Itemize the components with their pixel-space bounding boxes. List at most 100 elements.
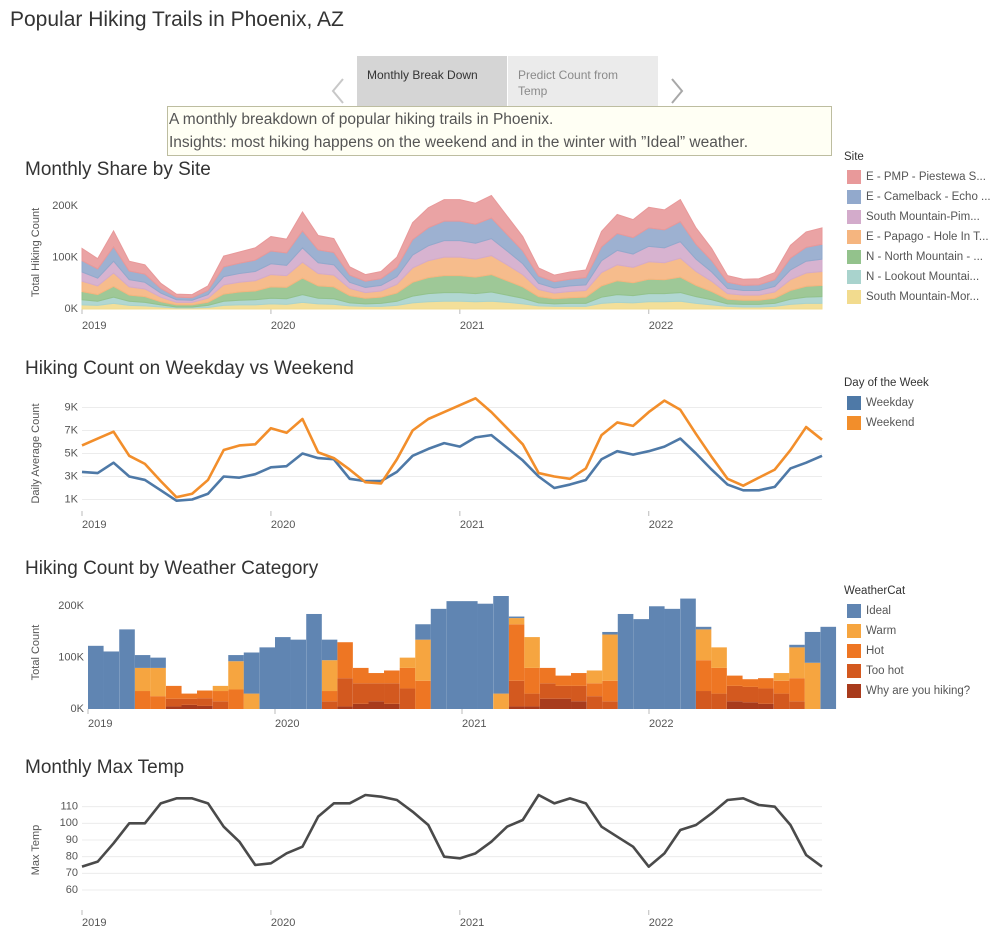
- bar-segment: [758, 703, 774, 709]
- legend-label: Too hot: [866, 665, 905, 677]
- line: [81, 433, 823, 502]
- bar-segment: [586, 670, 603, 684]
- bar-segment: [197, 690, 213, 699]
- chart-title: Hiking Count on Weekday vs Weekend: [25, 358, 354, 379]
- bar-segment: [789, 644, 805, 648]
- bar-segment: [695, 691, 712, 709]
- bar-segment: [228, 655, 244, 662]
- description-line: Insights: most hiking happens on the wee…: [169, 134, 749, 151]
- bar-segment: [726, 701, 743, 709]
- bar-segment: [586, 683, 603, 697]
- bar-segment: [602, 701, 618, 709]
- bar-segment: [88, 645, 104, 709]
- bar-segment: [337, 678, 353, 707]
- legend-swatch: [847, 210, 861, 224]
- chart-title: Hiking Count by Weather Category: [25, 558, 319, 579]
- y-tick-label: 0K: [71, 703, 85, 715]
- x-tick-label: 2021: [460, 320, 484, 332]
- next-arrow[interactable]: [667, 76, 687, 106]
- bar-segment: [742, 679, 759, 687]
- bar-segment: [555, 685, 572, 699]
- legend-label: E - Camelback - Echo ...: [866, 191, 991, 203]
- bar-segment: [243, 652, 260, 694]
- bar-segment: [384, 703, 400, 709]
- bar-segment: [602, 631, 618, 635]
- bar-segment: [524, 667, 540, 694]
- legend-swatch: [847, 396, 861, 410]
- bar-segment: [337, 642, 353, 679]
- bar-segment: [384, 683, 400, 704]
- bar-segment: [352, 667, 369, 684]
- y-tick-label: 90: [66, 834, 78, 846]
- bar-segment: [181, 704, 198, 709]
- bar-segment: [259, 647, 276, 709]
- bar-segment: [649, 606, 665, 709]
- bar-segment: [212, 685, 229, 692]
- bar-segment: [243, 693, 260, 709]
- x-tick-label: 2019: [82, 917, 106, 929]
- bar-segment: [726, 685, 743, 702]
- y-tick-label: 60: [66, 884, 78, 896]
- bar-segment: [539, 667, 556, 684]
- y-axis-label: Daily Average Count: [30, 403, 42, 503]
- y-tick-label: 100: [60, 817, 78, 829]
- description-line: A monthly breakdown of popular hiking tr…: [169, 111, 554, 128]
- bar-segment: [555, 675, 572, 686]
- bar-segment: [493, 693, 509, 709]
- tab-active[interactable]: Monthly Break Down: [357, 56, 507, 106]
- bar-segment: [680, 598, 696, 709]
- x-tick-label: 2021: [462, 718, 486, 730]
- bar-segment: [758, 678, 774, 689]
- y-tick-label: 70: [66, 867, 78, 879]
- bar-segment: [165, 685, 182, 699]
- y-tick-label: 100K: [52, 252, 78, 264]
- bar-segment: [742, 702, 759, 709]
- bar-segment: [711, 693, 727, 709]
- bar-segment: [726, 675, 743, 686]
- bar-segment: [539, 698, 556, 709]
- prev-arrow[interactable]: [328, 76, 348, 106]
- bar-segment: [275, 637, 291, 709]
- bar-segment: [134, 691, 151, 709]
- legend-label: E - PMP - Piestewa S...: [866, 171, 986, 183]
- bar-segment: [306, 613, 322, 709]
- bar-segment: [804, 631, 821, 663]
- chart-title: Monthly Max Temp: [25, 757, 184, 778]
- bar-segment: [524, 637, 540, 668]
- y-tick-label: 200K: [58, 600, 84, 612]
- legend-swatch: [847, 624, 861, 638]
- bar-segment: [446, 601, 463, 709]
- bar-segment: [150, 657, 166, 668]
- bar-segment: [633, 619, 650, 709]
- legend-swatch: [847, 190, 861, 204]
- bar-segment: [508, 616, 525, 619]
- bar-segment: [337, 706, 353, 709]
- y-tick-label: 100K: [58, 652, 84, 664]
- bar-segment: [773, 680, 790, 694]
- bar-segment: [571, 701, 587, 709]
- y-tick-label: 200K: [52, 200, 78, 212]
- y-tick-label: 0K: [65, 303, 79, 315]
- bar-segment: [508, 706, 525, 709]
- x-tick-label: 2019: [82, 519, 106, 531]
- legend-label: South Mountain-Pim...: [866, 211, 980, 223]
- y-axis-label: Total Hiking Count: [30, 208, 42, 297]
- area: [81, 194, 823, 299]
- bar-segment: [773, 673, 790, 681]
- y-tick-label: 1K: [65, 493, 79, 505]
- legend-label: Warm: [866, 625, 896, 637]
- bar-segment: [571, 673, 587, 686]
- bar-segment: [804, 662, 821, 709]
- bar-segment: [508, 618, 525, 625]
- bar-segment: [415, 639, 431, 681]
- bar-segment: [228, 689, 244, 709]
- bar-segment: [399, 657, 416, 668]
- description: A monthly breakdown of popular hiking tr…: [167, 106, 832, 156]
- tab[interactable]: Predict Count from Temp: [508, 56, 658, 106]
- legend-label: N - North Mountain - ...: [866, 251, 983, 263]
- bar-segment: [368, 701, 385, 709]
- bar-segment: [321, 639, 338, 661]
- bar-segment: [789, 701, 805, 709]
- bar-segment: [602, 680, 618, 702]
